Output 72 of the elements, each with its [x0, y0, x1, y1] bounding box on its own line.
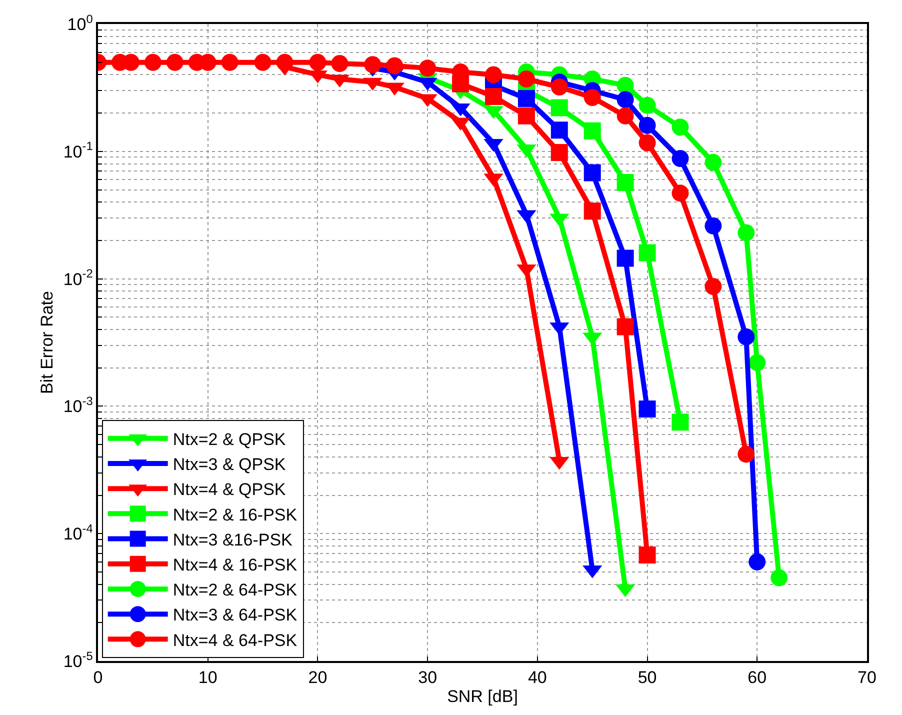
point [672, 414, 689, 431]
legend-label: Ntx=2 & QPSK [172, 430, 286, 449]
point [584, 202, 601, 220]
point [672, 184, 689, 202]
point [550, 122, 568, 139]
point [254, 54, 272, 71]
point [616, 107, 634, 124]
point [584, 122, 601, 140]
point [704, 217, 722, 234]
x-tick-label: 60 [748, 668, 767, 688]
point [738, 328, 755, 346]
point [484, 88, 502, 105]
point [550, 144, 568, 162]
point [738, 446, 755, 463]
point [770, 569, 788, 586]
x-tick-label: 40 [528, 668, 547, 688]
point [672, 150, 689, 167]
legend-label: Ntx=2 & 64-PSK [172, 580, 298, 600]
y-tick-label: 10$^{-2}$ [63, 266, 94, 289]
x-tick-label: 70 [858, 668, 876, 688]
point [638, 116, 656, 134]
point [166, 54, 184, 71]
point [638, 244, 656, 262]
point [518, 70, 535, 88]
point [638, 400, 656, 418]
point [276, 54, 294, 71]
point [144, 54, 162, 71]
point [518, 107, 535, 124]
x-tick-label: 0 [93, 668, 103, 688]
point [748, 553, 766, 570]
legend-label: Ntx=3 & 64-PSK [172, 606, 298, 625]
legend-label: Ntx=4 & 16-PSK [172, 555, 298, 574]
y-tick-label: 10$^{-4}$ [63, 521, 94, 544]
point [616, 174, 634, 191]
point [616, 250, 634, 267]
x-tick-label: 10 [198, 668, 218, 688]
point [672, 118, 689, 136]
point [616, 76, 634, 94]
point [309, 54, 326, 71]
legend-label: Ntx=3 & QPSK [172, 455, 286, 474]
legend-label: Ntx=4 & QPSK [172, 480, 286, 500]
point [485, 66, 502, 84]
point [748, 354, 766, 372]
point [518, 90, 535, 108]
point [584, 164, 601, 182]
point [550, 78, 568, 96]
y-tick-label: 10$^{0}$ [67, 12, 94, 34]
point [584, 88, 601, 106]
point [616, 318, 634, 336]
x-tick-label: 20 [308, 668, 328, 688]
point [704, 278, 722, 295]
point [638, 546, 656, 564]
point [738, 224, 755, 242]
x-tick-label: 50 [638, 668, 657, 688]
y-tick-label: 10$^{-1}$ [63, 139, 94, 162]
point [386, 57, 404, 74]
point [419, 60, 436, 77]
point [638, 134, 656, 152]
y-axis-title: Bit Error Rate [37, 291, 56, 394]
legend-label: Ntx=3 &16-PSK [172, 530, 294, 550]
point [616, 91, 634, 108]
point [550, 99, 568, 116]
legend-label: Ntx=2 & 16-PSK [172, 505, 298, 524]
point [638, 96, 656, 114]
y-tick-label: 10$^{-3}$ [63, 394, 94, 416]
x-tick-label: 30 [418, 668, 438, 688]
x-axis-title: SNR [dB] [447, 687, 518, 706]
point [221, 54, 238, 71]
legend-label: Ntx=4 & 64-PSK [172, 630, 298, 650]
y-tick-label: 10$^{-5}$ [63, 648, 94, 671]
point [331, 54, 348, 72]
point [704, 154, 722, 171]
